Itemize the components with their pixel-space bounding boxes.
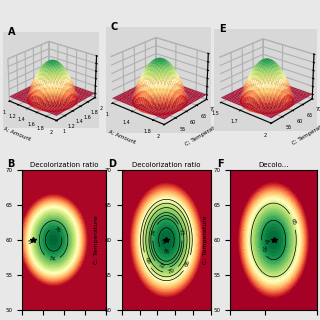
Text: E: E [220,24,226,34]
Text: 72: 72 [157,262,166,270]
Title: Decolo...: Decolo... [258,162,289,168]
Title: Decolorization ratio: Decolorization ratio [30,162,98,168]
Text: 65: 65 [290,218,297,226]
Text: 5*: 5* [28,239,34,244]
Text: 76: 76 [53,226,62,235]
Text: 5*: 5* [162,239,168,244]
Text: C: C [111,22,118,32]
Text: A: A [8,27,15,37]
Text: 70: 70 [259,244,266,252]
Text: 74: 74 [151,228,157,236]
Text: F: F [218,159,224,169]
Y-axis label: C: Temperature: C: Temperature [185,121,224,147]
Y-axis label: C: Temperature: C: Temperature [291,120,320,146]
Y-axis label: C: Temperature: C: Temperature [94,216,99,264]
Text: 74: 74 [48,256,56,262]
Text: D: D [108,159,116,169]
Text: 68: 68 [143,256,151,265]
Text: 70: 70 [167,268,176,275]
Text: B: B [7,159,15,169]
Text: 73: 73 [178,228,184,236]
Text: 76: 76 [162,250,170,255]
X-axis label: A: Amount: A: Amount [108,129,137,145]
Title: Decolorization ratio: Decolorization ratio [132,162,201,168]
Text: 66: 66 [184,259,191,267]
X-axis label: A: Amount: A: Amount [3,126,31,142]
Y-axis label: C: Temperature: C: Temperature [203,216,208,264]
Text: 5*: 5* [265,239,271,244]
